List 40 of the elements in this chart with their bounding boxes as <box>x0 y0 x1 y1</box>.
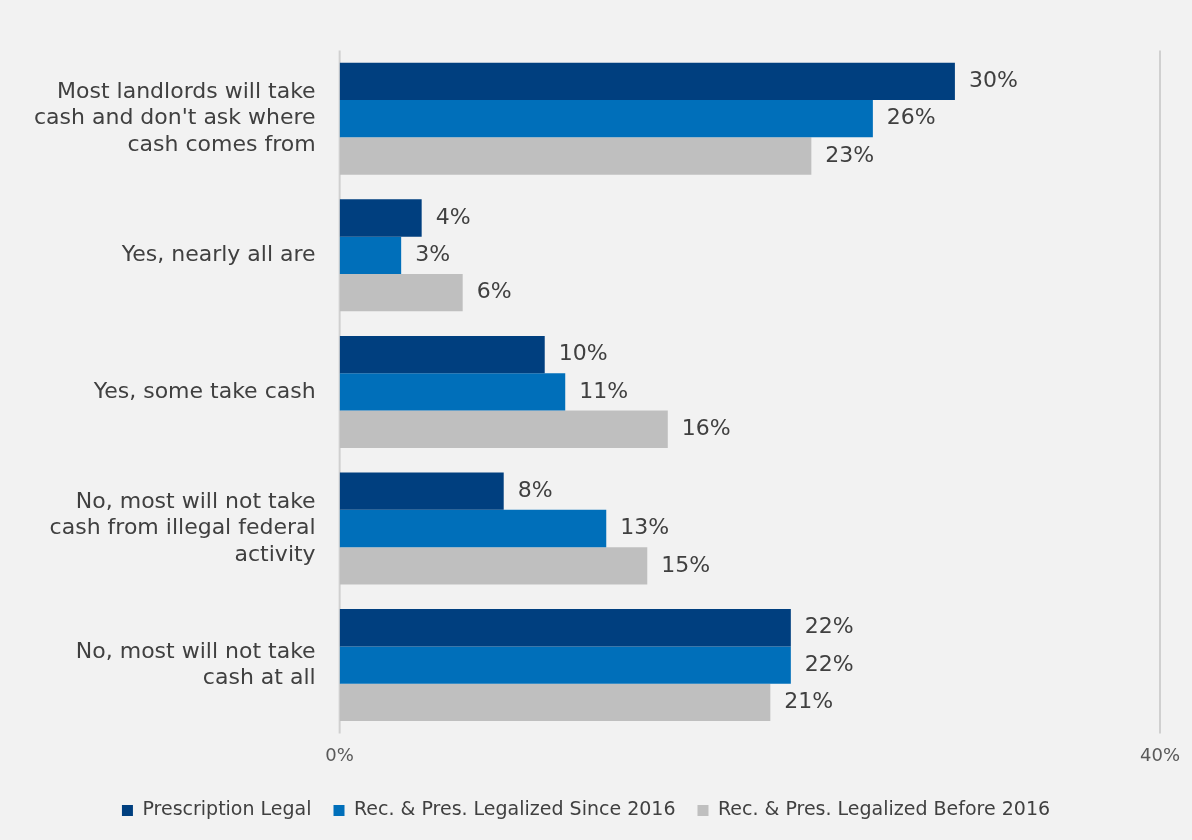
data-label: 30% <box>968 67 1018 93</box>
bar <box>339 547 648 585</box>
data-label: 22% <box>804 650 854 676</box>
x-tick-label: 0% <box>325 743 354 765</box>
bar <box>339 609 791 647</box>
data-label: 10% <box>558 340 608 366</box>
y-tick-label: Yes, some take cash <box>92 377 316 403</box>
bar <box>339 62 955 101</box>
data-label: 23% <box>825 141 875 167</box>
data-label: 8% <box>517 476 553 502</box>
bar <box>339 335 545 374</box>
y-tick-label: Yes, nearly all are <box>120 241 316 267</box>
bar <box>339 472 504 510</box>
bar <box>339 646 791 684</box>
data-label: 13% <box>620 514 670 540</box>
y-tick-label: No, most will not take cash at all <box>75 637 316 690</box>
bar <box>339 373 566 411</box>
bar <box>339 236 402 274</box>
legend-label: Prescription Legal <box>142 797 312 820</box>
data-label: 22% <box>804 613 854 639</box>
data-label: 6% <box>476 278 512 304</box>
data-label: 15% <box>661 551 711 577</box>
bar <box>339 100 873 138</box>
data-label: 4% <box>435 203 471 229</box>
bar <box>339 137 812 175</box>
bar <box>339 273 463 312</box>
bar <box>339 509 607 548</box>
data-label: 3% <box>415 241 451 267</box>
bar <box>339 410 668 448</box>
bar <box>339 199 422 237</box>
y-tick-label: No, most will not take cash from illegal federal activity <box>49 487 316 566</box>
data-label: 21% <box>784 688 834 714</box>
legend-label: Rec. & Pres. Legalized Before 2016 <box>717 797 1051 820</box>
bar <box>339 683 771 722</box>
legend-label: Rec. & Pres. Legalized Since 2016 <box>354 797 676 820</box>
data-label: 16% <box>681 414 731 440</box>
y-tick-label: Most landlords will take cash and don't ask where cash comes from <box>34 78 316 156</box>
x-tick-label: 40% <box>1139 743 1180 765</box>
data-label: 26% <box>886 104 936 130</box>
data-label: 11% <box>579 377 629 403</box>
